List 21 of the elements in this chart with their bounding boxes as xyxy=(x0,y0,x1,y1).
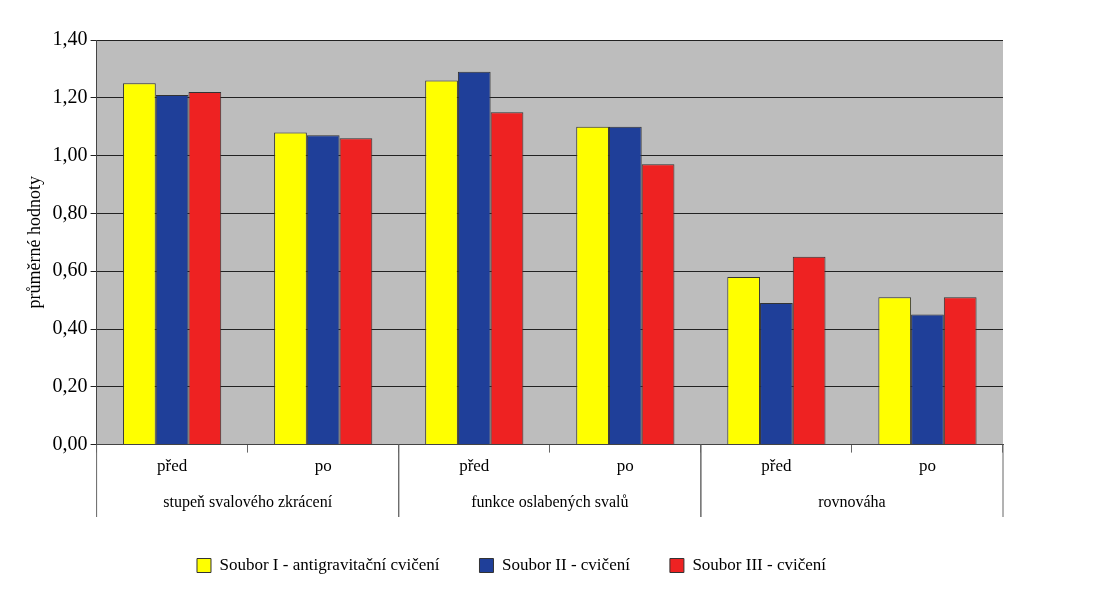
y-tick-label: 0,20 xyxy=(52,374,88,397)
text: rovnováha xyxy=(818,493,886,511)
text: funkce oslabených svalů xyxy=(471,493,629,512)
legend-label: Soubor II - cvičení xyxy=(501,554,631,574)
y-axis-title: průměrné hodnoty xyxy=(23,176,44,309)
x-tick-label: po xyxy=(918,456,936,476)
y-tick-label: 1,40 xyxy=(52,27,88,50)
y-tick-label: 1,20 xyxy=(52,85,88,108)
y-tick-label: 0,00 xyxy=(52,431,88,454)
x-tick-label: před xyxy=(157,456,188,476)
y-tick-label: 0,60 xyxy=(52,258,88,281)
text: stupeň svalového zkrácení xyxy=(163,493,333,512)
y-tick-label: 0,80 xyxy=(52,200,88,223)
legend-label: Soubor III - cvičení xyxy=(692,554,827,574)
legend-label: Soubor I - antigravitační cvičení xyxy=(219,554,440,574)
x-tick-label: před xyxy=(761,456,792,476)
x-tick-label: před xyxy=(459,456,490,476)
x-tick-label: po xyxy=(314,456,332,476)
y-tick-label: 1,00 xyxy=(52,142,88,165)
y-tick-label: 0,40 xyxy=(52,316,88,339)
x-tick-label: po xyxy=(616,456,634,476)
